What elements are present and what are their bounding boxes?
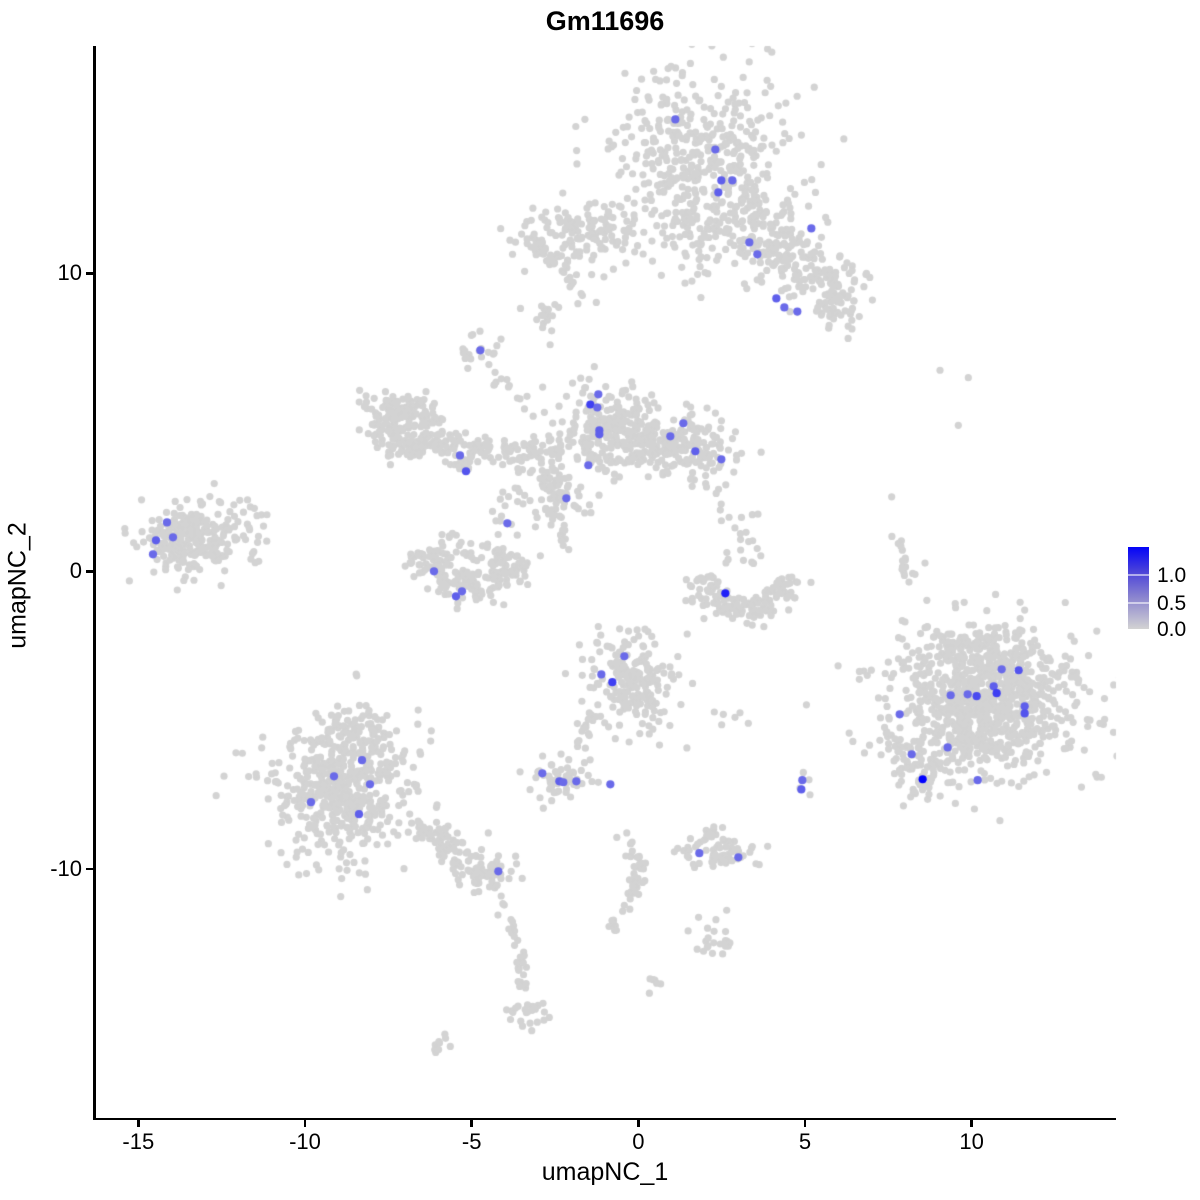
legend-gradient-bar [1128, 547, 1149, 629]
y-tick-label: 10 [57, 260, 82, 286]
y-tick-label: -10 [50, 856, 82, 882]
legend-notch [1128, 574, 1149, 577]
x-tick-label: 5 [798, 1129, 812, 1154]
y-axis-label: umapNC_2 [3, 522, 32, 649]
x-tick-label: 10 [959, 1129, 984, 1154]
legend-tick-label: 0.0 [1157, 618, 1187, 641]
y-tick-mark [86, 272, 93, 275]
x-tick-label: -15 [122, 1129, 155, 1154]
y-tick-mark [86, 867, 93, 871]
x-tick-label: -5 [461, 1129, 482, 1154]
expression-legend: 1.0 0.5 0.0 [1120, 540, 1200, 650]
x-axis-label: umapNC_1 [541, 1158, 669, 1186]
y-tick-mark [86, 570, 93, 573]
chart-title: Gm11696 [545, 6, 665, 36]
x-tick-mark [637, 1120, 640, 1127]
x-tick-mark [803, 1120, 807, 1127]
x-axis-line [93, 1117, 1116, 1120]
x-tick-mark [137, 1120, 140, 1127]
x-tick-label: -10 [289, 1129, 321, 1154]
x-tick-label: 0 [632, 1129, 645, 1154]
x-tick-mark [303, 1120, 307, 1127]
y-axis-line [93, 46, 96, 1120]
x-tick-mark [470, 1120, 473, 1127]
legend-tick-label: 1.0 [1157, 564, 1187, 588]
legend-tick-label: 0.5 [1157, 591, 1187, 615]
y-tick-label: 0 [69, 558, 82, 584]
x-tick-mark [970, 1120, 973, 1127]
legend-notch [1128, 601, 1149, 604]
